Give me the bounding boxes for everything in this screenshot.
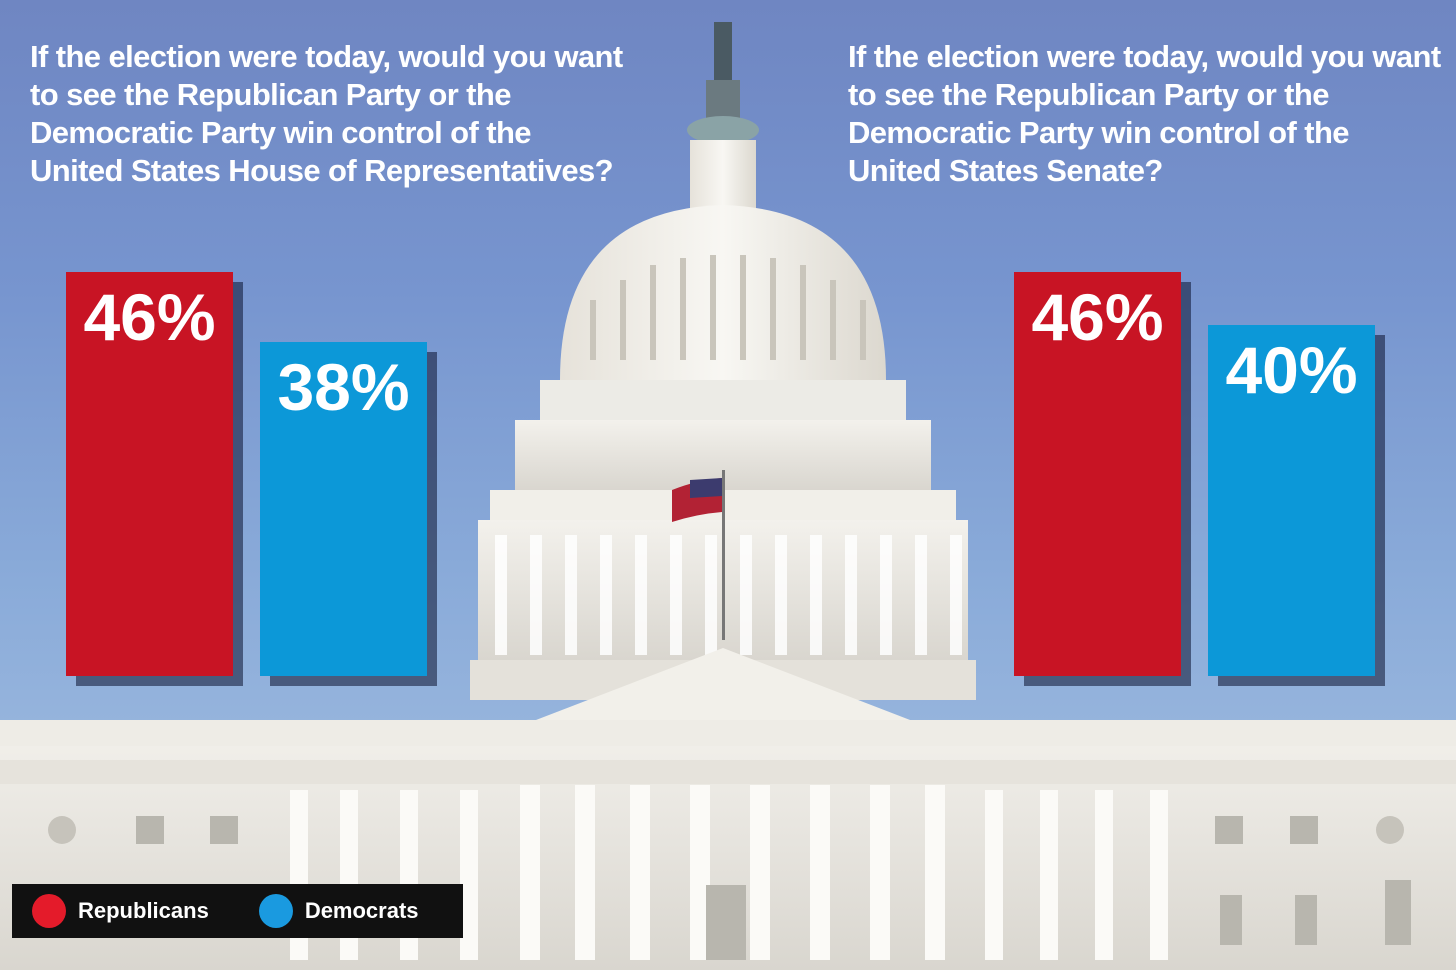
senate-question-title: If the election were today, would you wa…	[848, 39, 1441, 188]
republicans-swatch-icon	[32, 894, 66, 928]
democrats-swatch-icon	[258, 894, 293, 928]
senate-democrats-bar	[1208, 325, 1375, 676]
house-democrats-bar	[260, 342, 427, 676]
house-question-title: If the election were today, would you wa…	[30, 39, 623, 188]
senate-democrats-value-label: 40%	[1225, 333, 1357, 407]
legend: Republicans Democrats	[12, 884, 463, 938]
legend-label-republicans: Republicans	[78, 898, 209, 923]
legend-label-democrats: Democrats	[304, 898, 419, 923]
legend-item-democrats: Democrats	[258, 894, 419, 928]
house-democrats-value-label: 38%	[277, 350, 409, 424]
house-republicans-value-label: 46%	[83, 280, 215, 354]
house-republicans-bar	[66, 272, 233, 676]
senate-republicans-value-label: 46%	[1031, 280, 1163, 354]
legend-item-republicans: Republicans	[32, 894, 209, 928]
senate-republicans-bar	[1014, 272, 1181, 676]
